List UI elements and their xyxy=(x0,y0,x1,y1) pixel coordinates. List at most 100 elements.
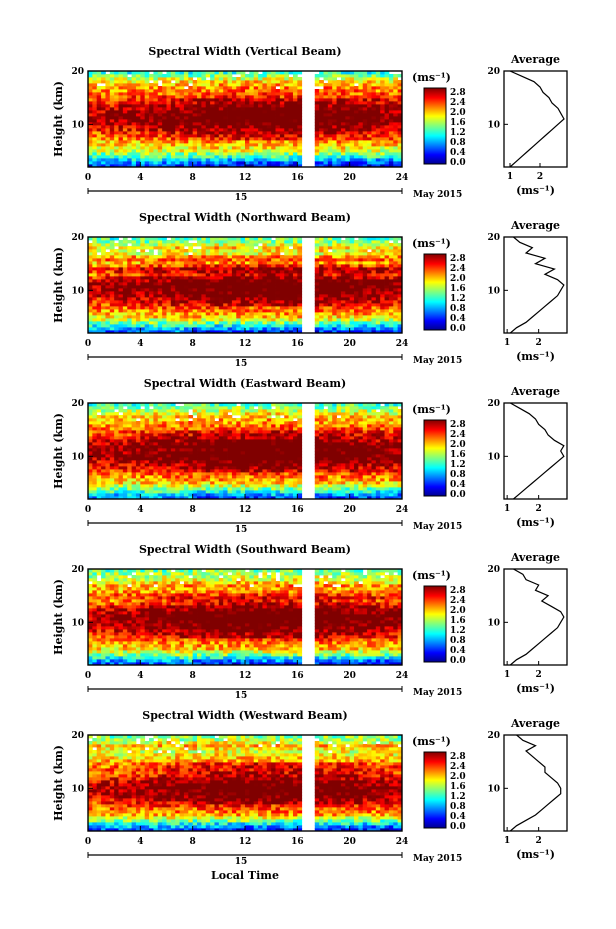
heatmap-cell xyxy=(288,270,294,274)
heatmap-cell xyxy=(393,116,399,120)
heatmap-cell xyxy=(327,131,333,135)
heatmap-cell xyxy=(249,134,255,138)
heatmap-cell xyxy=(288,237,294,241)
heatmap-cell xyxy=(96,74,102,78)
heatmap-cell xyxy=(109,496,115,500)
heatmap-cell xyxy=(162,267,167,271)
heatmap-cell xyxy=(157,122,163,126)
heatmap-cell xyxy=(162,487,167,491)
heatmap-cell xyxy=(118,460,124,464)
heatmap-cell xyxy=(345,104,351,108)
heatmap-cell xyxy=(345,119,351,123)
heatmap-cell xyxy=(197,158,202,162)
heatmap-cell xyxy=(297,315,303,319)
colorbar-tick-label: 1.2 xyxy=(450,128,466,138)
heatmap-cell xyxy=(135,116,141,120)
heatmap-cell xyxy=(393,288,399,292)
heatmap-cell xyxy=(375,140,381,144)
heatmap-cell xyxy=(258,149,263,153)
heatmap-cell xyxy=(349,330,355,334)
heatmap-cell xyxy=(397,243,403,247)
heatmap-cell xyxy=(135,74,141,78)
heatmap-cell xyxy=(118,137,124,141)
heatmap-cell xyxy=(245,77,250,81)
heatmap-cell xyxy=(149,415,154,419)
heatmap-cell xyxy=(236,98,242,102)
heatmap-cell xyxy=(88,140,93,144)
heatmap-cell xyxy=(140,318,146,322)
heatmap-cell xyxy=(170,161,176,165)
heatmap-cell xyxy=(249,327,255,331)
heatmap-cell xyxy=(223,98,228,102)
heatmap-cell xyxy=(292,264,298,268)
heatmap-cell xyxy=(135,240,141,244)
heatmap-cell xyxy=(397,327,403,331)
heatmap-cell xyxy=(153,125,159,129)
heatmap-cell xyxy=(197,113,202,117)
heatmap-cell xyxy=(271,125,276,129)
heatmap-cell xyxy=(236,297,242,301)
heatmap-cell xyxy=(288,276,294,280)
heatmap-cell xyxy=(109,294,115,298)
heatmap-cell xyxy=(275,95,281,99)
heatmap-cell xyxy=(170,110,176,114)
heatmap-cell xyxy=(166,110,172,114)
heatmap-cell xyxy=(214,318,220,322)
heatmap-cell xyxy=(354,74,359,78)
heatmap-cell xyxy=(175,113,180,117)
heatmap-cell xyxy=(297,89,303,93)
heatmap-cell xyxy=(358,264,364,268)
heatmap-cell xyxy=(197,140,202,144)
heatmap-cell xyxy=(266,104,272,108)
heatmap-cell xyxy=(96,270,102,274)
heatmap-cell xyxy=(118,74,124,78)
heatmap-cell xyxy=(122,297,128,301)
heatmap-cell xyxy=(323,255,329,259)
heatmap-cell xyxy=(170,128,176,132)
heatmap-cell xyxy=(367,131,372,135)
heatmap-cell xyxy=(201,104,207,108)
heatmap-cell xyxy=(192,158,198,162)
heatmap-cell xyxy=(122,125,128,129)
heatmap-cell xyxy=(249,116,255,120)
average-y-tick-label: 10 xyxy=(487,120,500,130)
heatmap-cell xyxy=(371,285,377,289)
heatmap-cell xyxy=(349,152,355,156)
heatmap-cell xyxy=(367,80,372,84)
heatmap-cell xyxy=(327,237,333,241)
heatmap-cell xyxy=(245,276,250,280)
heatmap-cell xyxy=(179,300,185,304)
heatmap-cell xyxy=(105,237,111,241)
heatmap-cell xyxy=(266,258,272,262)
heatmap-cell xyxy=(240,74,246,78)
heatmap-cell xyxy=(336,152,342,156)
heatmap-cell xyxy=(192,279,198,283)
heatmap-cell xyxy=(127,448,133,452)
heatmap-cell xyxy=(101,246,106,250)
heatmap-cell xyxy=(214,119,220,123)
heatmap-cell xyxy=(397,276,403,280)
heatmap-cell xyxy=(135,454,141,458)
heatmap-cell xyxy=(327,264,333,268)
heatmap-cell xyxy=(170,288,176,292)
heatmap-cell xyxy=(149,448,154,452)
heatmap-cell xyxy=(253,255,259,259)
heatmap-cell xyxy=(362,143,368,147)
heatmap-cell xyxy=(205,101,211,105)
heatmap-cell xyxy=(101,237,106,241)
heatmap-cell xyxy=(157,104,163,108)
heatmap-cell xyxy=(122,285,128,289)
heatmap-cell xyxy=(380,119,385,123)
heatmap-cell xyxy=(101,424,106,428)
heatmap-cell xyxy=(175,300,180,304)
heatmap-cell xyxy=(140,89,146,93)
heatmap-cell xyxy=(327,285,333,289)
heatmap-cell xyxy=(236,80,242,84)
heatmap-cell xyxy=(332,249,337,253)
heatmap-cell xyxy=(92,463,98,467)
heatmap-cell xyxy=(131,424,137,428)
heatmap-cell xyxy=(240,240,246,244)
heatmap-cell xyxy=(205,161,211,165)
heatmap-cell xyxy=(88,430,93,434)
heatmap-cell xyxy=(122,155,128,159)
